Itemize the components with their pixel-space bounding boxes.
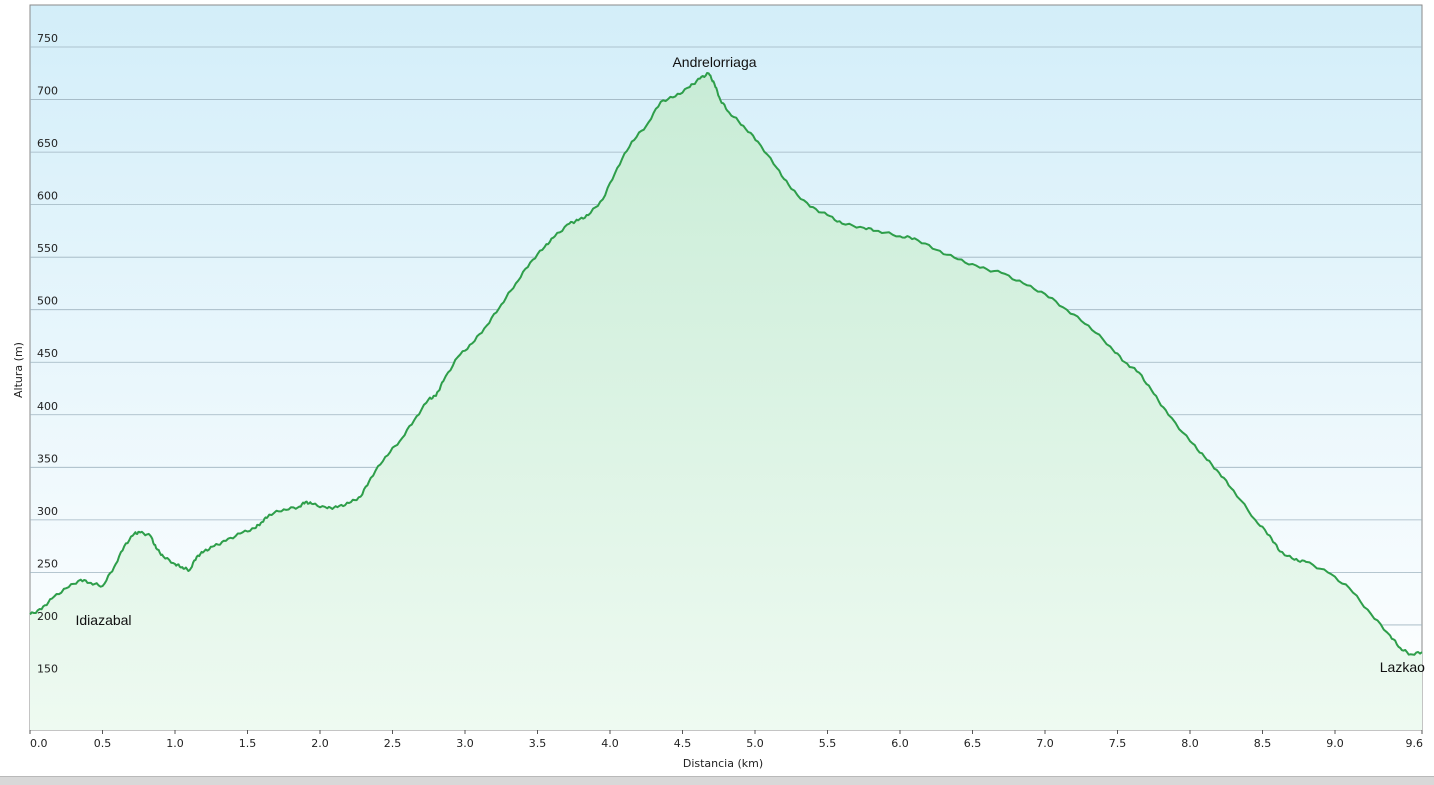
annotation-label: Andrelorriaga bbox=[672, 54, 756, 70]
y-tick-label: 500 bbox=[37, 295, 58, 308]
y-tick-label: 400 bbox=[37, 400, 58, 413]
y-tick-label: 750 bbox=[37, 32, 58, 45]
x-tick-label: 6.0 bbox=[891, 737, 909, 750]
x-tick-label: 3.0 bbox=[456, 737, 474, 750]
y-tick-label: 450 bbox=[37, 347, 58, 360]
y-tick-label: 600 bbox=[37, 190, 58, 203]
x-tick-label: 2.0 bbox=[311, 737, 329, 750]
elevation-line bbox=[29, 72, 1423, 656]
x-tick-label: 8.0 bbox=[1181, 737, 1199, 750]
y-tick-label: 350 bbox=[37, 452, 58, 465]
x-tick-label: 5.0 bbox=[746, 737, 764, 750]
x-axis-ticks: 0.0 0.5 1.0 1.5 2.0 2.5 3.0 3.5 4.0 4.5 5.0 5.5 6.0 6… bbox=[29, 730, 1424, 750]
x-tick-label: 4.0 bbox=[601, 737, 619, 750]
x-tick-label: 1.5 bbox=[239, 737, 257, 750]
x-tick-label: 7.0 bbox=[1036, 737, 1054, 750]
x-tick-label: 4.5 bbox=[674, 737, 692, 750]
y-tick-label: 250 bbox=[37, 557, 58, 570]
y-tick-label: 150 bbox=[37, 662, 58, 675]
y-tick-label: 650 bbox=[37, 137, 58, 150]
x-tick-label: 9.0 bbox=[1326, 737, 1344, 750]
y-tick-label: 300 bbox=[37, 505, 58, 518]
x-tick-label: 1.0 bbox=[166, 737, 184, 750]
y-tick-label: 200 bbox=[37, 610, 58, 623]
x-tick-label: 6.5 bbox=[964, 737, 982, 750]
x-tick-label: 0.5 bbox=[94, 737, 112, 750]
x-tick-label: 0.0 bbox=[30, 737, 48, 750]
elevation-area bbox=[30, 73, 1422, 730]
y-axis-ticks: 150 200 250 300 350 400 450 500 550 600 650 700 750 bbox=[37, 32, 58, 675]
x-axis-title: Distancia (km) bbox=[683, 757, 763, 770]
annotation-label: Idiazabal bbox=[76, 612, 132, 628]
x-tick-label: 5.5 bbox=[819, 737, 837, 750]
y-axis-title: Altura (m) bbox=[12, 342, 25, 398]
x-tick-label: 3.5 bbox=[529, 737, 547, 750]
annotation-label: Lazkao bbox=[1380, 659, 1425, 675]
y-tick-label: 550 bbox=[37, 242, 58, 255]
x-tick-label: 8.5 bbox=[1254, 737, 1272, 750]
y-tick-label: 700 bbox=[37, 85, 58, 98]
x-tick-label: 9.6 bbox=[1406, 737, 1424, 750]
bottom-scrollbar-strip bbox=[0, 776, 1434, 785]
x-tick-label: 7.5 bbox=[1109, 737, 1127, 750]
chart-annotations: Andrelorriaga Idiazabal Lazkao bbox=[76, 54, 1426, 675]
x-tick-label: 2.5 bbox=[384, 737, 402, 750]
